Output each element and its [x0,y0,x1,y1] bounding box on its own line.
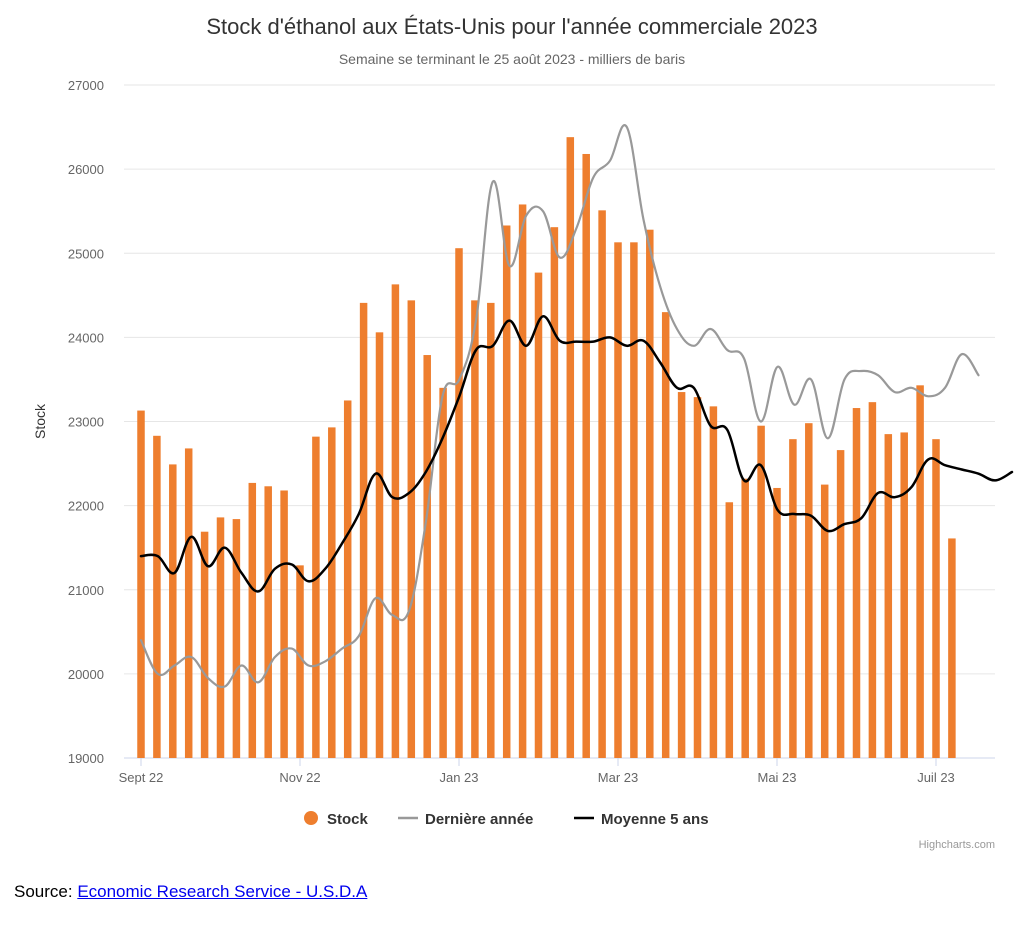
stock-bar [661,312,670,758]
x-tick-label: Mai 23 [757,770,796,785]
stock-bar [677,392,686,758]
stock-bar [296,565,304,758]
stock-bar [598,210,606,758]
stock-bar [757,425,765,758]
stock-bar [614,242,622,759]
stock-bar [836,450,845,758]
last-year-line [139,124,980,689]
stock-bar [248,482,257,758]
y-tick-label: 27000 [68,78,104,93]
y-tick-label: 24000 [68,330,104,345]
stock-bar [820,484,829,758]
stock-bar [932,439,940,758]
chart-subtitle: Semaine se terminant le 25 août 2023 - m… [339,51,685,67]
stock-bar [423,355,431,758]
y-tick-label: 21000 [68,583,104,598]
y-tick-label: 23000 [68,415,104,430]
stock-bar [630,242,638,759]
x-tick-label: Jan 23 [439,770,478,785]
source-prefix: Source: [14,882,78,901]
stock-bar [518,204,527,758]
stock-bar [789,439,797,758]
stock-bar [439,387,447,758]
stock-bar [550,227,559,758]
stock-bar [534,272,543,758]
stock-bar [900,432,908,758]
x-tick-label: Sept 22 [119,770,164,785]
stock-bar [375,332,384,758]
stock-bar [948,538,956,758]
stock-bar [868,402,877,758]
x-tick-label: Nov 22 [279,770,320,785]
stock-bar [153,435,161,758]
stock-bar [852,408,861,758]
source-link[interactable]: Economic Research Service - U.S.D.A [77,882,368,901]
stock-bar [391,284,400,758]
stock-bar [359,302,368,758]
stock-bar [502,225,511,758]
stock-bar [709,406,718,758]
x-tick-label: Mar 23 [598,770,638,785]
stock-bar [343,400,352,758]
y-tick-label: 19000 [68,751,104,766]
y-tick-label: 22000 [68,499,104,514]
chart: Stock d'éthanol aux États-Unis pour l'an… [32,14,1014,851]
stock-bar [566,137,575,759]
stock-bar [471,300,479,758]
stock-bar [487,302,495,758]
stock-bar [805,423,813,758]
stock-bar [137,410,145,758]
stock-bar [407,300,416,758]
stock-bar [773,487,781,758]
stock-bar [232,519,241,758]
legend-last-year-label: Dernière année [425,811,533,828]
stock-bar [280,490,288,758]
chart-title: Stock d'éthanol aux États-Unis pour l'an… [206,14,817,39]
y-tick-label: 26000 [68,162,104,177]
legend-stock-marker [304,811,318,825]
credits-label: Highcharts.com [919,839,995,851]
source-line: Source: Economic Research Service - U.S.… [14,882,367,902]
stock-bar [916,385,924,758]
stock-bar [884,434,893,758]
stock-bar [200,531,209,758]
stock-bar [455,248,463,758]
stock-bar [169,464,177,758]
y-tick-label: 20000 [68,667,104,682]
y-axis-title: Stock [32,403,48,439]
stock-bar [264,486,272,758]
stock-bar [216,517,225,758]
legend-stock-label: Stock [327,811,369,828]
x-tick-label: Juil 23 [917,770,955,785]
stock-bar [312,436,320,758]
stock-bar [741,478,749,758]
legend-average-label: Moyenne 5 ans [601,811,709,828]
stock-bar [725,502,734,758]
chart-svg: Stock d'éthanol aux États-Unis pour l'an… [32,14,1014,851]
y-tick-label: 25000 [68,246,104,261]
stock-bar [646,229,654,758]
stock-bar [582,153,590,759]
stock-bar [693,397,702,758]
stock-bar [328,427,336,758]
five-year-average-line [139,315,1014,593]
stock-bar [184,448,193,758]
